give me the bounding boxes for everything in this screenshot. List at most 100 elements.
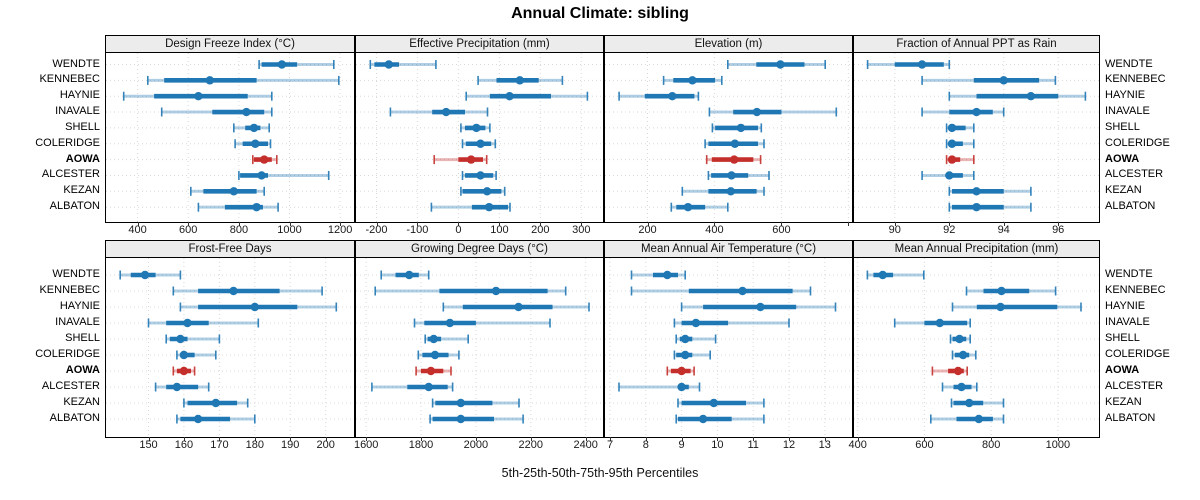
axis-tick — [610, 437, 611, 441]
axis-tick-label: 800 — [982, 439, 1001, 451]
series-coleridge — [234, 139, 272, 149]
site-label-inavale-right-row0: INAVALE — [1105, 105, 1150, 118]
axis-tick — [289, 222, 291, 226]
series-inavale — [673, 318, 790, 328]
series-shell — [233, 123, 270, 133]
axis-tick-label: 2200 — [518, 439, 544, 451]
axis-tick-label: 1600 — [353, 439, 379, 451]
series-alcester — [941, 382, 978, 392]
axis-tick — [1057, 437, 1059, 441]
axis-tick — [1003, 222, 1005, 226]
axis-tick-label: 800 — [229, 224, 249, 236]
site-label-alcester-left-row1: ALCESTER — [41, 380, 100, 392]
axis-tick — [540, 222, 542, 226]
axis-tick — [183, 437, 185, 441]
series-wendte — [369, 60, 437, 69]
axis-tick — [717, 437, 719, 441]
series-kezan — [948, 186, 1032, 196]
chart-title: Annual Climate: sibling — [511, 5, 689, 22]
series-coleridge — [951, 350, 977, 360]
axis-tick-label: 96 — [1052, 224, 1065, 236]
series-wendte — [630, 270, 686, 280]
axis-tick-label: 13 — [818, 439, 831, 451]
site-label-shell-right-row1: SHELL — [1105, 332, 1140, 344]
panel-strip-title: Fraction of Annual PPT as Rain — [854, 36, 1099, 53]
series-coleridge — [945, 139, 975, 149]
series-albaton — [675, 414, 765, 424]
series-kennebec — [630, 286, 812, 296]
series-shell — [945, 123, 975, 133]
series-wendte — [380, 270, 430, 280]
site-label-coleridge-right-row1: COLERIDGE — [1105, 348, 1170, 360]
site-label-albaton-left-row0: ALBATON — [49, 200, 100, 213]
site-label-kezan-left-row0: KEZAN — [63, 184, 100, 197]
series-wendte — [866, 60, 951, 69]
series-aowa — [705, 155, 762, 165]
axis-tick — [949, 222, 951, 226]
axis-tick — [714, 222, 716, 226]
site-label-kennebec-right-row0: KENNEBEC — [1105, 73, 1166, 86]
site-label-aowa-left-row1: AOWA — [65, 364, 100, 376]
axis-tick-label: 9 — [678, 439, 685, 451]
series-kezan — [190, 186, 265, 196]
panel-strip-title: Mean Annual Precipitation (mm) — [854, 241, 1099, 258]
panel-0: Design Freeze Index (°C) — [105, 35, 355, 223]
site-label-kennebec-right-row1: KENNEBEC — [1105, 284, 1166, 296]
site-label-aowa-right-row1: AOWA — [1105, 364, 1140, 376]
series-albaton — [176, 414, 256, 424]
series-haynie — [951, 302, 1082, 312]
axis-tick — [924, 437, 926, 441]
axis-tick — [499, 222, 501, 226]
series-kezan — [950, 398, 1005, 408]
axis-tick-label: 190 — [281, 439, 300, 451]
series-haynie — [465, 91, 589, 101]
axis-tick-label: 400 — [705, 224, 724, 236]
panel-strip-title: Mean Annual Air Temperature (°C) — [605, 241, 852, 258]
site-label-wendte-left-row0: WENDTE — [52, 57, 100, 70]
axis-tick — [366, 437, 368, 441]
panel-2: Elevation (m) — [604, 35, 853, 223]
axis-tick-label: 200 — [638, 224, 657, 236]
axis-tick — [254, 437, 256, 441]
axis-tick — [417, 222, 419, 226]
axis-tick — [238, 222, 240, 226]
series-kezan — [183, 398, 249, 408]
series-haynie — [122, 91, 273, 101]
panel-6: Mean Annual Air Temperature (°C) — [604, 240, 853, 438]
site-label-kezan-left-row1: KEZAN — [63, 396, 100, 408]
axis-tick — [290, 437, 292, 441]
axis-tick-label: 8 — [642, 439, 649, 451]
panel-3: Fraction of Annual PPT as Rain — [853, 35, 1100, 223]
series-inavale — [413, 318, 551, 328]
series-alcester — [461, 171, 497, 180]
series-wendte — [258, 60, 335, 69]
axis-tick — [789, 437, 790, 441]
series-aowa — [415, 366, 452, 376]
series-alcester — [154, 382, 210, 392]
axis-tick — [991, 437, 993, 441]
series-kennebec — [146, 75, 340, 85]
axis-tick-label: -200 — [365, 224, 388, 236]
series-alcester — [707, 171, 770, 180]
series-coleridge — [704, 139, 765, 149]
series-shell — [949, 334, 971, 344]
panel-strip-title: Effective Precipitation (mm) — [356, 36, 603, 53]
site-label-haynie-right-row0: HAYNIE — [1105, 89, 1146, 102]
series-alcester — [371, 382, 454, 392]
site-label-inavale-left-row0: INAVALE — [55, 105, 100, 118]
series-aowa — [252, 155, 278, 165]
axis-tick — [824, 437, 826, 441]
axis-tick-label: 600 — [915, 439, 934, 451]
site-label-coleridge-left-row1: COLERIDGE — [35, 348, 100, 360]
series-albaton — [430, 202, 511, 212]
site-label-inavale-left-row1: INAVALE — [55, 316, 100, 328]
axis-tick — [376, 222, 378, 226]
axis-tick — [475, 437, 477, 441]
axis-tick — [458, 222, 460, 226]
site-label-shell-left-row0: SHELL — [65, 120, 100, 133]
series-coleridge — [176, 350, 217, 360]
axis-tick-label: 170 — [210, 439, 229, 451]
series-shell — [675, 334, 717, 344]
panel-plot — [854, 258, 1099, 437]
